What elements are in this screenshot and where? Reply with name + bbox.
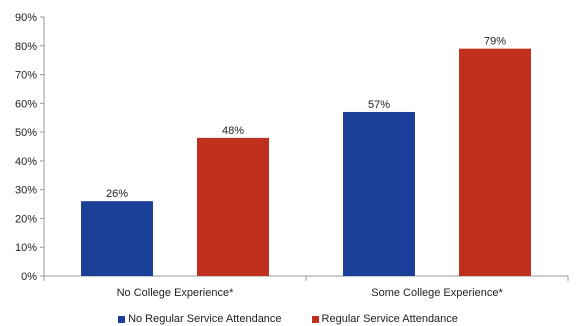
legend-label-no-regular: No Regular Service Attendance bbox=[128, 313, 282, 325]
legend-label-regular: Regular Service Attendance bbox=[321, 313, 458, 325]
bars bbox=[81, 48, 531, 277]
bar bbox=[459, 48, 531, 277]
data-labels: 26% 48% 57% 79% bbox=[106, 36, 506, 201]
legend-swatch-no-regular bbox=[118, 316, 126, 323]
x-axis-ticks bbox=[43, 276, 569, 281]
y-tick-label: 10% bbox=[15, 242, 37, 254]
category-label: No College Experience* bbox=[117, 287, 235, 299]
y-tick-label: 60% bbox=[15, 98, 37, 110]
bar bbox=[343, 111, 415, 276]
data-label: 79% bbox=[484, 36, 506, 48]
y-tick-label: 70% bbox=[15, 70, 37, 82]
y-tick-label: 80% bbox=[15, 41, 37, 53]
data-label: 26% bbox=[106, 188, 128, 200]
legend-item-no-regular: No Regular Service Attendance bbox=[118, 313, 282, 326]
y-tick-label: 90% bbox=[15, 12, 37, 24]
category-label: Some College Experience* bbox=[371, 287, 503, 299]
y-tick-label: 0% bbox=[21, 271, 37, 283]
data-label: 57% bbox=[368, 99, 390, 111]
y-axis-ticks: 0% 10% 20% 30% 40% 50% 60% 70% 80% 90% bbox=[15, 12, 44, 283]
bar bbox=[81, 201, 153, 276]
bar bbox=[197, 137, 269, 276]
y-tick-label: 50% bbox=[15, 127, 37, 139]
legend: No Regular Service Attendance Regular Se… bbox=[0, 313, 576, 326]
category-labels: No College Experience* Some College Exper… bbox=[117, 287, 504, 299]
legend-swatch-regular bbox=[311, 316, 319, 323]
y-tick-label: 20% bbox=[15, 213, 37, 225]
y-tick-label: 30% bbox=[15, 185, 37, 197]
legend-item-regular: Regular Service Attendance bbox=[311, 313, 458, 326]
y-tick-label: 40% bbox=[15, 156, 37, 168]
data-label: 48% bbox=[222, 125, 244, 137]
